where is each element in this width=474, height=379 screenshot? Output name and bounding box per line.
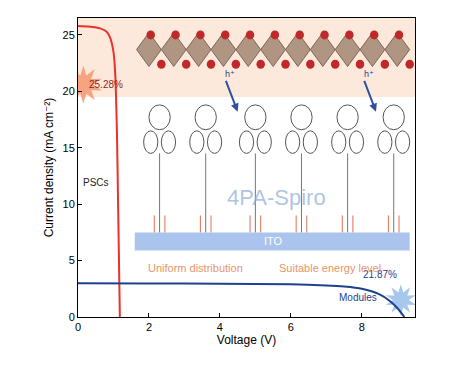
svg-text:4: 4 — [217, 321, 223, 333]
svg-text:20: 20 — [63, 85, 75, 97]
svg-text:Suitable energy level: Suitable energy level — [279, 262, 381, 274]
svg-text:0: 0 — [69, 311, 75, 323]
svg-text:15: 15 — [63, 142, 75, 154]
svg-text:25: 25 — [63, 29, 75, 41]
svg-text:6: 6 — [288, 321, 294, 333]
svg-text:21.87%: 21.87% — [363, 269, 397, 280]
svg-text:5: 5 — [69, 254, 75, 266]
svg-text:0: 0 — [75, 321, 81, 333]
svg-text:h⁺: h⁺ — [364, 69, 374, 79]
svg-text:Voltage (V): Voltage (V) — [217, 333, 276, 347]
svg-text:ITO: ITO — [264, 235, 283, 247]
svg-text:Current density (mA cm⁻²): Current density (mA cm⁻²) — [42, 98, 56, 238]
svg-text:h⁺: h⁺ — [225, 69, 235, 79]
svg-text:4PA-Spiro: 4PA-Spiro — [227, 185, 326, 210]
svg-text:8: 8 — [359, 321, 365, 333]
svg-text:Uniform distribution: Uniform distribution — [148, 262, 243, 274]
svg-text:PSCs: PSCs — [83, 177, 109, 188]
svg-text:10: 10 — [63, 198, 75, 210]
svg-text:2: 2 — [146, 321, 152, 333]
svg-text:Modules: Modules — [339, 292, 377, 303]
svg-text:25.28%: 25.28% — [89, 79, 123, 90]
